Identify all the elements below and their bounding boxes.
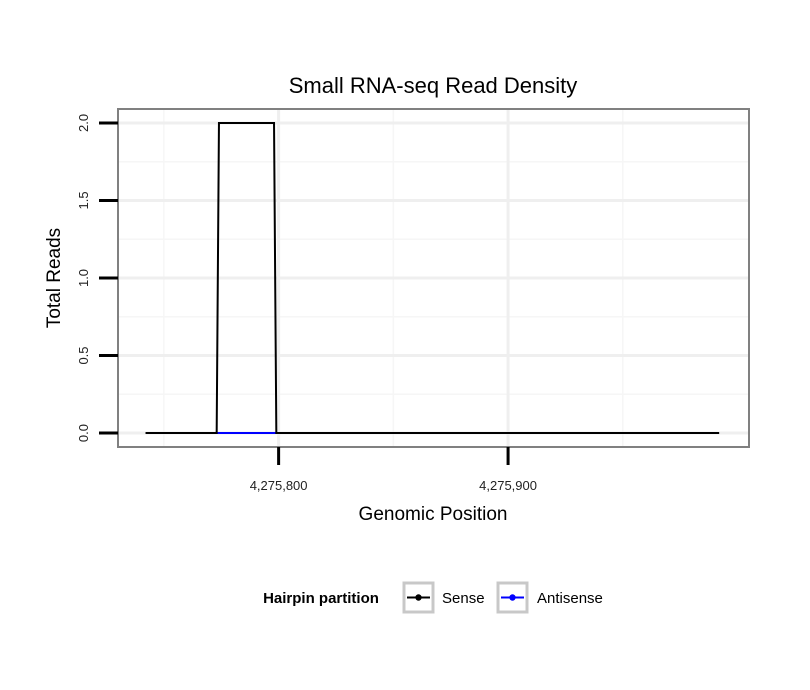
- y-tick-label-1: 0.5: [76, 346, 91, 364]
- y-tick-label-0: 0.0: [76, 424, 91, 442]
- y-tick-label-4: 2.0: [76, 114, 91, 132]
- legend-key-antisense-point: [509, 594, 516, 601]
- y-axis-title: Total Reads: [44, 228, 65, 328]
- legend-label-sense: Sense: [442, 590, 485, 607]
- x-tick-label-0: 4,275,800: [250, 478, 308, 493]
- legend-title: Hairpin partition: [263, 590, 379, 607]
- legend-key-sense-point: [415, 594, 422, 601]
- y-tick-label-3: 1.5: [76, 191, 91, 209]
- x-tick-label-1: 4,275,900: [479, 478, 537, 493]
- chart-title: Small RNA-seq Read Density: [289, 73, 578, 98]
- legend-item-antisense[interactable]: Antisense: [496, 581, 603, 614]
- legend: Hairpin partition Sense Antisense: [263, 581, 603, 614]
- grid-lines: [118, 109, 749, 447]
- legend-label-antisense: Antisense: [537, 590, 603, 607]
- axis-ticks: 0.0 0.5 1.0 1.5 2.0 4,275,800 4,275,900: [76, 114, 537, 493]
- y-tick-label-2: 1.0: [76, 269, 91, 287]
- series-lines: [145, 121, 720, 435]
- series-line-sense: [145, 121, 720, 435]
- legend-item-sense[interactable]: Sense: [402, 581, 485, 614]
- x-axis-title: Genomic Position: [359, 504, 508, 525]
